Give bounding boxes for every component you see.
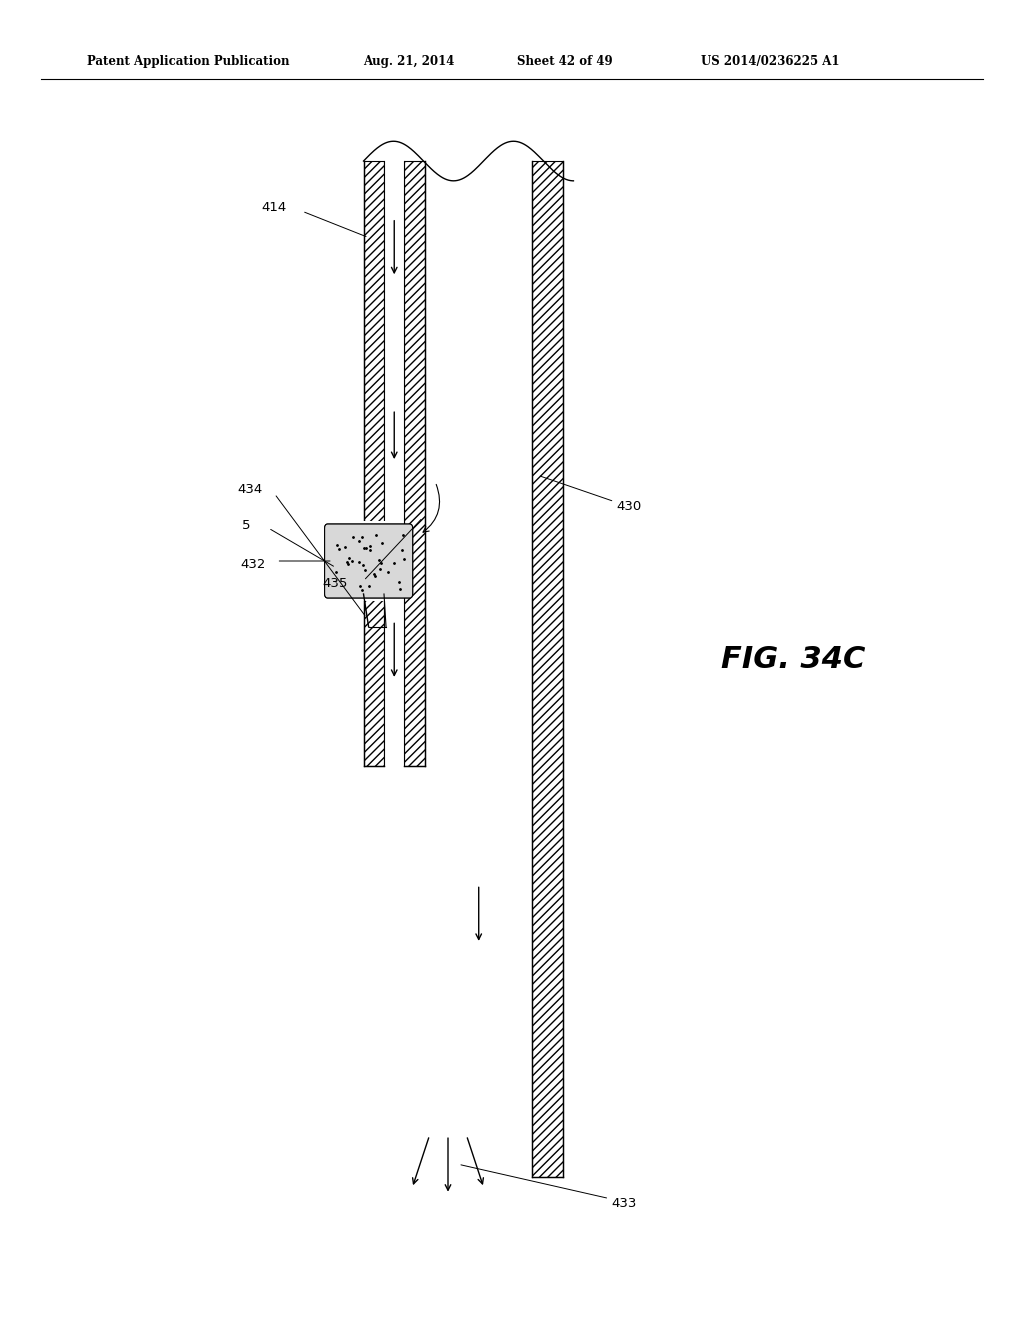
Bar <box>282 161 364 766</box>
Text: Patent Application Publication: Patent Application Publication <box>87 55 290 69</box>
Text: 432: 432 <box>241 558 266 572</box>
Text: 433: 433 <box>611 1197 637 1210</box>
Bar <box>358 521 394 601</box>
Bar <box>364 161 384 766</box>
Text: FIG. 34C: FIG. 34C <box>722 645 865 675</box>
Bar <box>425 161 532 1177</box>
Bar <box>404 161 425 766</box>
FancyBboxPatch shape <box>325 524 413 598</box>
Bar <box>384 161 404 766</box>
Text: 414: 414 <box>261 201 287 214</box>
Text: Sheet 42 of 49: Sheet 42 of 49 <box>517 55 612 69</box>
Bar <box>532 161 563 1177</box>
Text: 435: 435 <box>323 577 348 590</box>
Text: US 2014/0236225 A1: US 2014/0236225 A1 <box>701 55 840 69</box>
Text: 5: 5 <box>243 519 251 532</box>
Text: 430: 430 <box>616 500 642 513</box>
FancyBboxPatch shape <box>325 524 413 598</box>
Text: Aug. 21, 2014: Aug. 21, 2014 <box>364 55 455 69</box>
Text: 434: 434 <box>238 483 263 496</box>
